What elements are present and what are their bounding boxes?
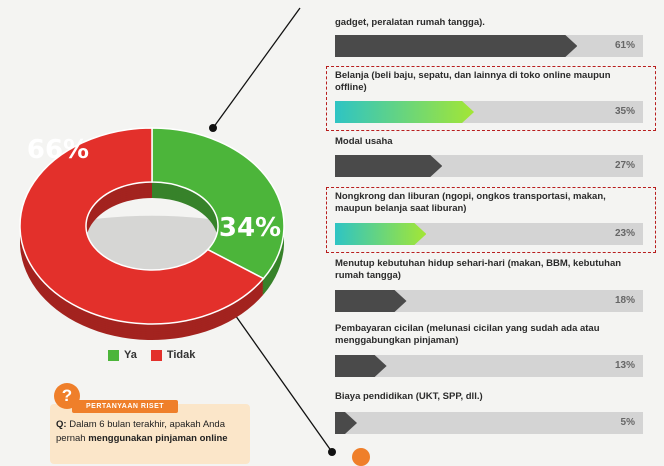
bar-value-label: 27%: [614, 160, 635, 171]
bar-track: 27%: [335, 155, 643, 177]
legend-swatch-tidak: [150, 349, 162, 361]
donut-chart: 34% 66%: [19, 127, 285, 340]
bar-value-label: 13%: [614, 360, 635, 371]
bar-fill: [335, 412, 357, 434]
question-text: Dalam 6 bulan terakhir, apakah Anda pern…: [56, 419, 226, 444]
bar-value-label: 18%: [614, 295, 635, 306]
legend-swatch-ya: [108, 349, 119, 361]
bar-value-label: 35%: [614, 106, 635, 117]
bar-category-label: Nongkrong dan liburan (ngopi, ongkos tra…: [335, 191, 606, 214]
bar-fill: [335, 101, 474, 123]
donut-label-tidak: 66%: [27, 135, 89, 165]
bar-category-label: Menutup kebutuhan hidup sehari-hari (mak…: [335, 258, 622, 281]
question-mark-icon: ?: [54, 383, 80, 409]
bar-track: 23%: [335, 223, 643, 245]
bar-category-label: gadget, peralatan rumah tangga).: [335, 17, 485, 28]
next-section-dot-icon: [352, 448, 370, 466]
donut-legend: Ya Tidak: [108, 349, 195, 361]
donut-slice-ya: [151, 127, 285, 280]
bar-track: 5%: [335, 412, 643, 434]
bar-value-label: 23%: [614, 228, 635, 239]
highlight-box: [326, 187, 656, 253]
bar-track: 61%: [335, 35, 643, 57]
bar-fill: [335, 290, 407, 312]
question-prefix: Q:: [56, 419, 67, 430]
question-bold-text: menggunakan pinjaman online: [88, 433, 228, 444]
legend-label-tidak: Tidak: [166, 349, 196, 361]
bar-category-label: Biaya pendidikan (UKT, SPP, dll.): [335, 391, 483, 402]
bar-category-label: Belanja (beli baju, sepatu, dan lainnya …: [335, 70, 611, 93]
legend-item-ya: Ya: [108, 349, 137, 361]
bar-fill: [335, 355, 387, 377]
question-tag: PERTANYAAN RISET: [72, 400, 179, 413]
bar-fill: [335, 35, 577, 57]
bar-track: 35%: [335, 101, 643, 123]
donut-label-ya: 34%: [219, 213, 281, 243]
question-box: Q: Dalam 6 bulan terakhir, apakah Anda p…: [50, 404, 250, 464]
highlight-box: [326, 66, 656, 131]
bar-fill: [335, 155, 442, 177]
bar-category-label: Pembayaran cicilan (melunasi cicilan yan…: [335, 323, 600, 346]
legend-label-ya: Ya: [124, 349, 137, 361]
bar-category-label: Modal usaha: [335, 136, 393, 147]
bar-value-label: 61%: [614, 40, 635, 51]
bar-track: 18%: [335, 290, 643, 312]
bar-value-label: 5%: [620, 417, 635, 428]
bar-fill: [335, 223, 426, 245]
bar-track: 13%: [335, 355, 643, 377]
donut-slice-tidak: [19, 127, 265, 325]
legend-item-tidak: Tidak: [150, 349, 196, 361]
